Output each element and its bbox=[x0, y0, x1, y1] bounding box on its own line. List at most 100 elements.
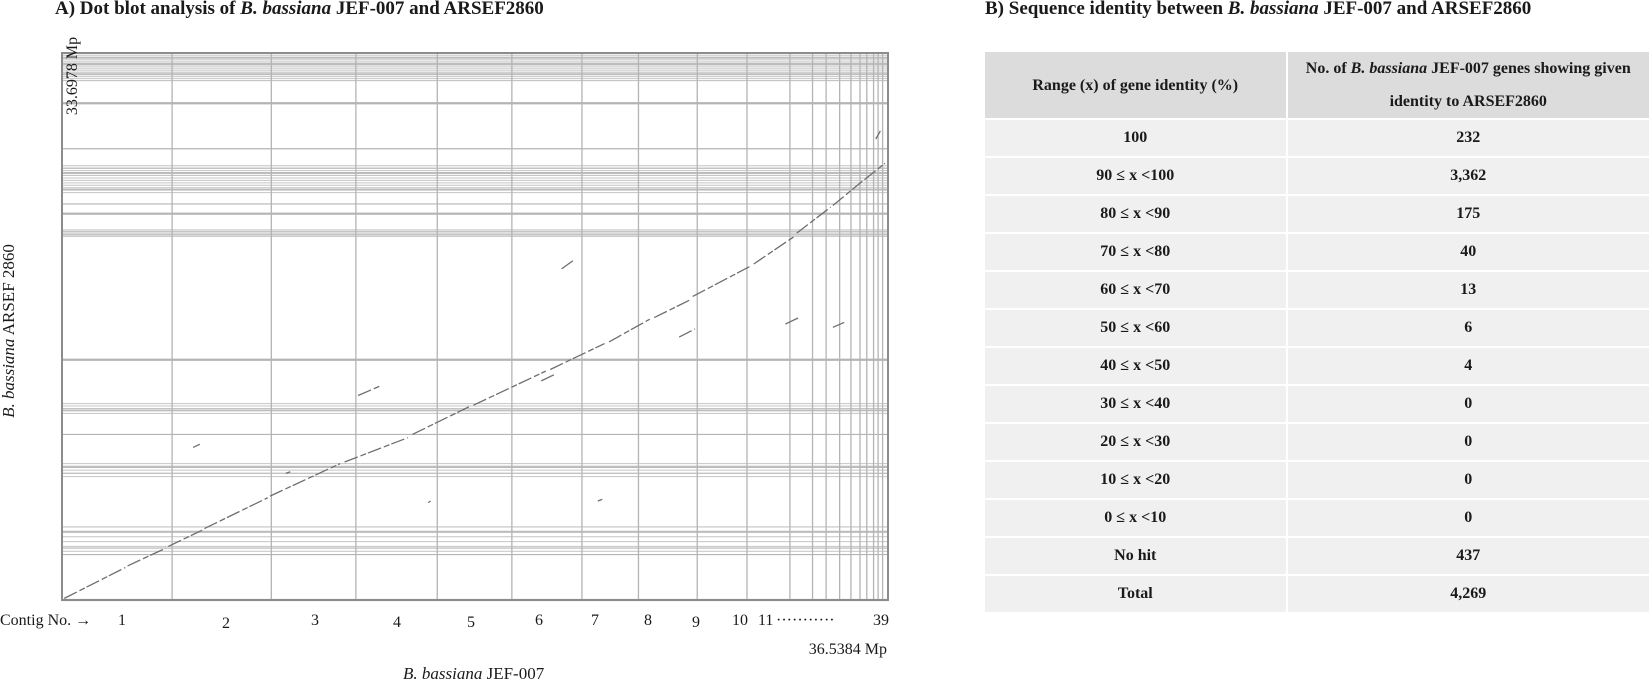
alignment-segment bbox=[473, 370, 547, 406]
count-cell: 6 bbox=[1285, 308, 1649, 346]
header-count-line2: identity to ARSEF2860 bbox=[1389, 93, 1547, 110]
table-header-row: Range (x) of gene identity (%) No. of B.… bbox=[985, 52, 1649, 118]
alignment-segment bbox=[875, 130, 881, 140]
header-range: Range (x) of gene identity (%) bbox=[985, 52, 1286, 118]
panel-a-title-prefix: A) Dot blot analysis of bbox=[55, 0, 241, 19]
range-cell: 20 ≤ x <30 bbox=[985, 422, 1286, 460]
contig-number-label: 9 bbox=[692, 614, 700, 631]
contig-number-label: 8 bbox=[644, 612, 652, 629]
contig-number-label: 3 bbox=[311, 612, 319, 629]
count-cell: 437 bbox=[1285, 536, 1649, 574]
alignment-segment bbox=[653, 299, 691, 319]
header-count-species: B. bassiana bbox=[1350, 60, 1428, 77]
contig-number-label: 6 bbox=[535, 612, 543, 629]
contig-number-label: 5 bbox=[467, 614, 475, 631]
count-cell: 3,362 bbox=[1285, 156, 1649, 194]
contig-number-label: 2 bbox=[222, 615, 230, 632]
table-row: 90 ≤ x <100 3,362 bbox=[985, 156, 1649, 194]
alignment-segment bbox=[412, 406, 470, 436]
table-row: 0 ≤ x <10 0 bbox=[985, 498, 1649, 536]
count-cell: 4 bbox=[1285, 346, 1649, 384]
panel-a-title: A) Dot blot analysis of B. bassiana JEF-… bbox=[55, 0, 544, 20]
header-count-line1: JEF-007 genes showing given bbox=[1427, 60, 1631, 77]
alignment-segment bbox=[344, 437, 409, 463]
panel-b-title-suffix: JEF-007 and ARSEF2860 bbox=[1318, 0, 1532, 19]
contig-number-label: 10 bbox=[732, 612, 748, 629]
range-cell: 30 ≤ x <40 bbox=[985, 384, 1286, 422]
contig-number-label: 4 bbox=[393, 614, 401, 631]
alignment-segment bbox=[269, 463, 341, 497]
count-cell: 0 bbox=[1285, 422, 1649, 460]
alignment-segment bbox=[561, 260, 574, 270]
contig-number-label: 11 bbox=[758, 612, 774, 629]
count-cell: 4,269 bbox=[1285, 574, 1649, 612]
x-axis-species: B. bassiana bbox=[403, 664, 483, 683]
alignment-segment bbox=[192, 443, 201, 449]
identity-table: Range (x) of gene identity (%) No. of B.… bbox=[985, 52, 1649, 612]
alignment-segment bbox=[540, 373, 556, 382]
y-axis-max-label: 33.6978 Mp bbox=[64, 36, 82, 116]
alignment-segment bbox=[864, 162, 886, 181]
table-body: 100 232 90 ≤ x <100 3,362 80 ≤ x <90 175 70 ≤ … bbox=[985, 118, 1649, 612]
range-cell: 90 ≤ x <100 bbox=[985, 156, 1286, 194]
y-axis-strain: ARSEF 2860 bbox=[0, 244, 18, 339]
plot-frame bbox=[61, 52, 889, 601]
alignment-segment bbox=[608, 318, 651, 343]
alignment-segment bbox=[204, 497, 269, 530]
x-axis-label: B. bassiana JEF-007 bbox=[403, 664, 544, 684]
table-row: 60 ≤ x <70 13 bbox=[985, 270, 1649, 308]
alignment-segment bbox=[167, 529, 203, 548]
header-count-prefix: No. of bbox=[1305, 60, 1351, 77]
x-axis-strain: JEF-007 bbox=[482, 664, 545, 683]
alignment-segment bbox=[753, 235, 795, 265]
alignment-segment bbox=[597, 498, 603, 502]
table-row: 50 ≤ x <60 6 bbox=[985, 308, 1649, 346]
y-axis-label: B. bassiana ARSEF 2860 bbox=[0, 244, 19, 418]
range-cell: 0 ≤ x <10 bbox=[985, 498, 1286, 536]
panel-a-title-species: B. bassiana bbox=[240, 0, 332, 19]
contig-grid bbox=[61, 52, 889, 602]
panel-b-title-prefix: B) Sequence identity between bbox=[985, 0, 1228, 19]
y-axis-species: B. bassiana bbox=[0, 338, 18, 418]
alignment-layer bbox=[63, 130, 886, 599]
x-axis-max-label: 36.5384 Mp bbox=[808, 641, 887, 658]
count-cell: 0 bbox=[1285, 498, 1649, 536]
alignment-segment bbox=[357, 385, 382, 397]
range-cell: No hit bbox=[985, 536, 1286, 574]
panel-a-title-suffix: JEF-007 and ARSEF2860 bbox=[331, 0, 544, 19]
range-cell: 40 ≤ x <50 bbox=[985, 346, 1286, 384]
alignment-segment bbox=[550, 342, 605, 371]
alignment-segment bbox=[285, 471, 291, 474]
table-row: 70 ≤ x <80 40 bbox=[985, 232, 1649, 270]
contig-number-label: 7 bbox=[591, 612, 599, 629]
range-cell: Total bbox=[985, 574, 1286, 612]
alignment-segment bbox=[63, 566, 126, 599]
contig-ellipsis: ··········· bbox=[776, 612, 835, 629]
table-row: 80 ≤ x <90 175 bbox=[985, 194, 1649, 232]
table-row: 30 ≤ x <40 0 bbox=[985, 384, 1649, 422]
header-count: No. of B. bassiana JEF-007 genes showing… bbox=[1285, 52, 1649, 118]
table-row: 100 232 bbox=[985, 118, 1649, 156]
alignment-segment bbox=[127, 547, 167, 567]
range-cell: 50 ≤ x <60 bbox=[985, 308, 1286, 346]
dot-plot bbox=[61, 52, 889, 602]
table-row: 10 ≤ x <20 0 bbox=[985, 460, 1649, 498]
table-row: 40 ≤ x <50 4 bbox=[985, 346, 1649, 384]
alignment-segment bbox=[832, 321, 845, 328]
alignment-segment bbox=[678, 328, 696, 338]
range-cell: 80 ≤ x <90 bbox=[985, 194, 1286, 232]
count-cell: 13 bbox=[1285, 270, 1649, 308]
plot-background bbox=[62, 53, 888, 600]
panel-b-title: B) Sequence identity between B. bassiana… bbox=[985, 0, 1531, 20]
range-cell: 10 ≤ x <20 bbox=[985, 460, 1286, 498]
range-cell: 70 ≤ x <80 bbox=[985, 232, 1286, 270]
alignment-segment bbox=[832, 180, 863, 207]
contig-number-label: 39 bbox=[873, 612, 889, 629]
alignment-segment bbox=[427, 500, 431, 504]
count-cell: 40 bbox=[1285, 232, 1649, 270]
range-cell: 60 ≤ x <70 bbox=[985, 270, 1286, 308]
panel-b-title-species: B. bassiana bbox=[1227, 0, 1319, 19]
count-cell: 232 bbox=[1285, 118, 1649, 156]
contig-axis-label: Contig No. → bbox=[0, 612, 92, 629]
count-cell: 175 bbox=[1285, 194, 1649, 232]
